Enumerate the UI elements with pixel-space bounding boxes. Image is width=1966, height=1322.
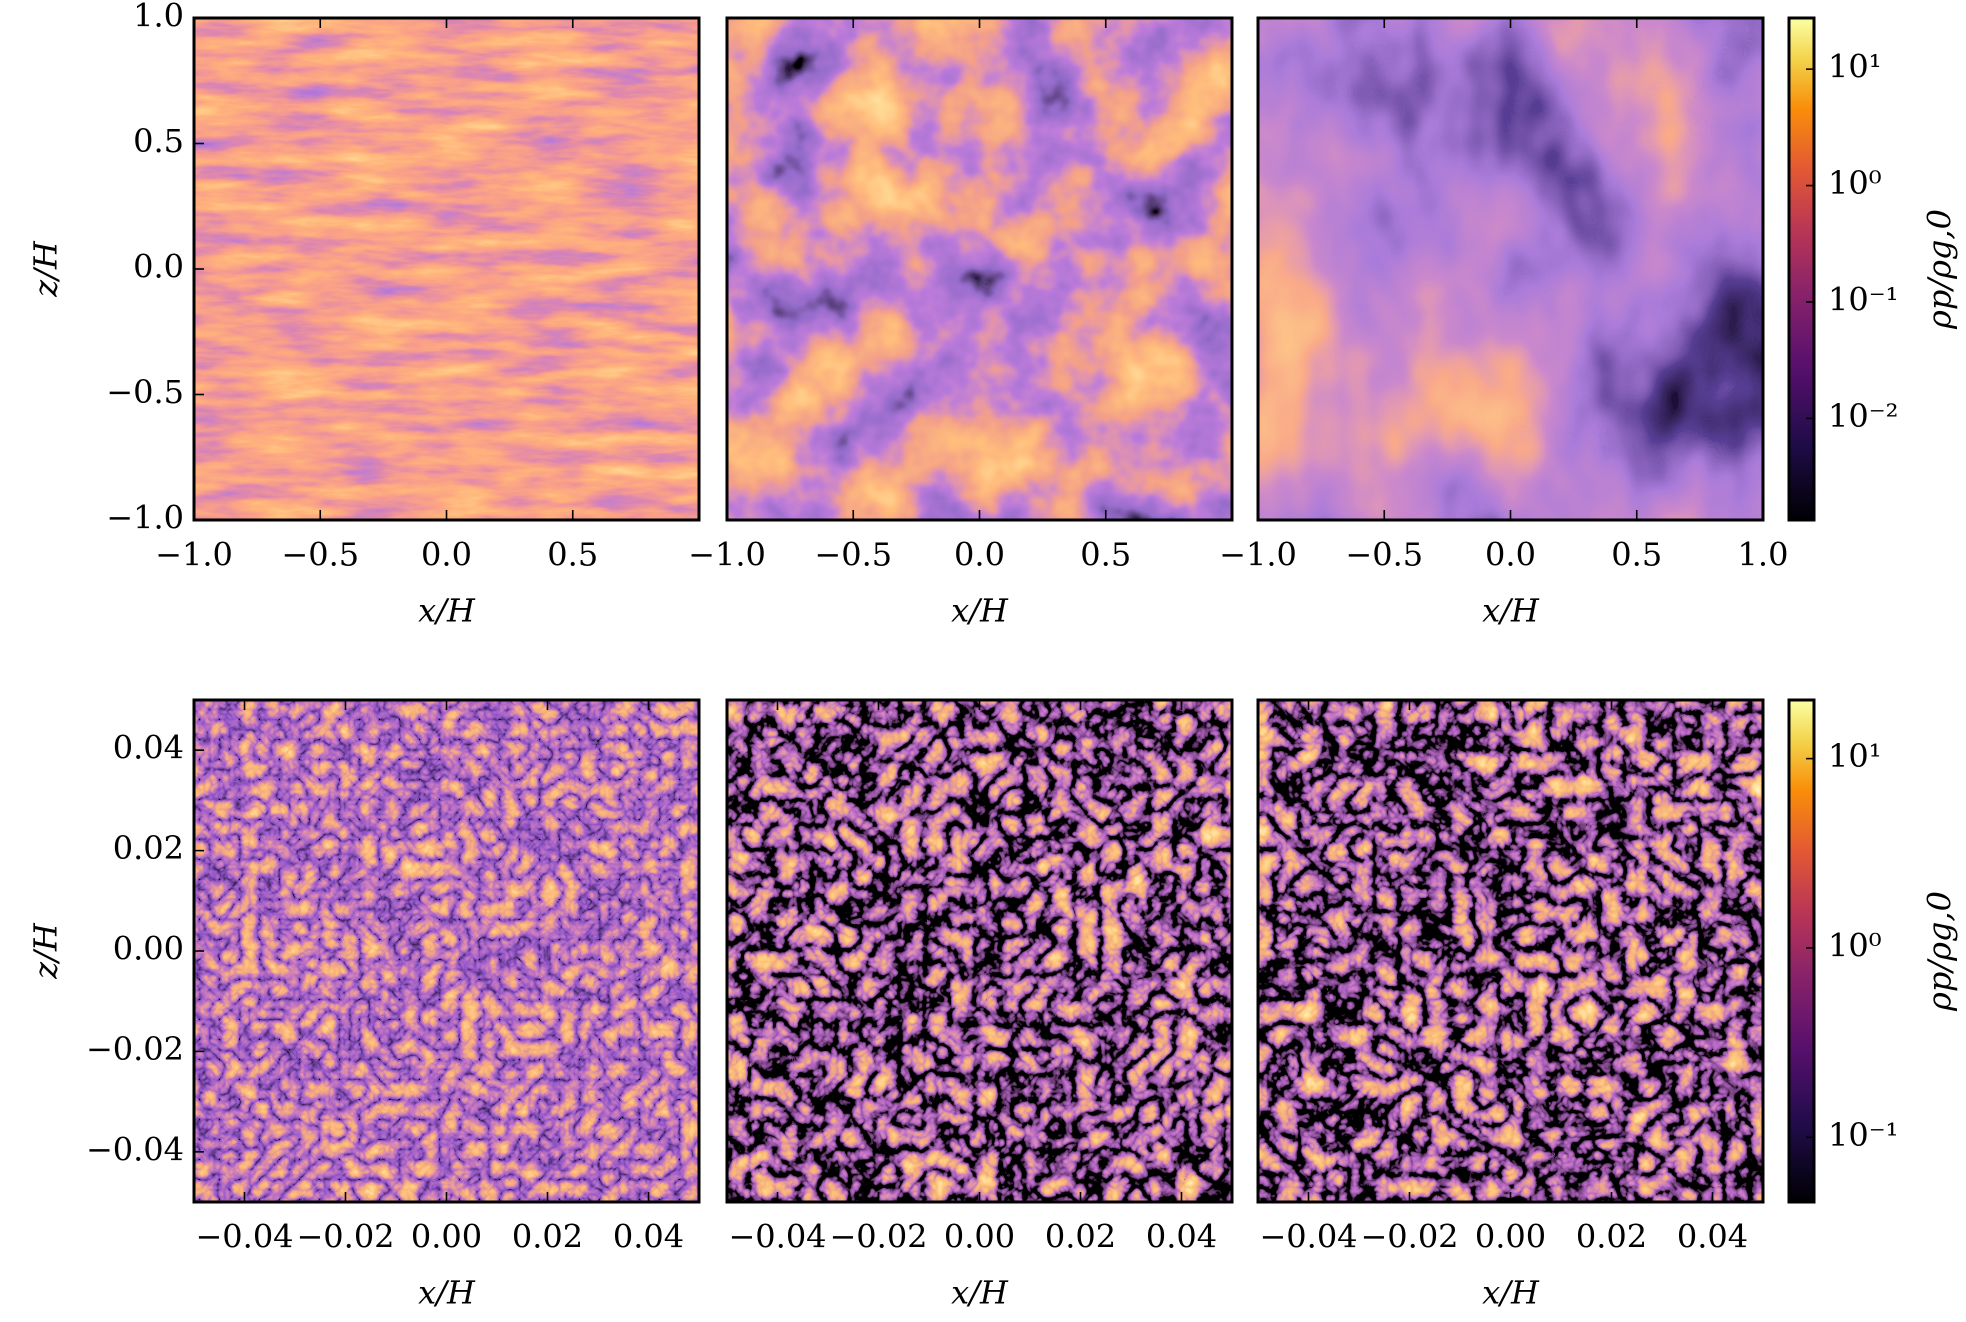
density-map xyxy=(194,18,699,520)
density-map xyxy=(1258,700,1763,1202)
colorbar-tick-label: 10⁰ xyxy=(1828,164,1882,202)
x-tick-label: 0.02 xyxy=(512,1218,583,1256)
x-axis-label: x/H xyxy=(1482,1274,1540,1312)
x-tick-label: 1.0 xyxy=(1738,536,1789,574)
x-tick-label: −1.0 xyxy=(1219,536,1297,574)
colorbar-tick-label: 10⁻² xyxy=(1828,397,1898,435)
x-tick-label: 0.5 xyxy=(1080,536,1131,574)
x-axis-label: x/H xyxy=(418,592,476,630)
x-tick-label: 0.5 xyxy=(1611,536,1662,574)
x-tick-label: 0.04 xyxy=(1146,1218,1217,1256)
colorbar xyxy=(1789,18,1814,520)
density-map xyxy=(1258,18,1763,520)
x-axis-label: x/H xyxy=(951,592,1009,630)
x-tick-label: 0.0 xyxy=(421,536,472,574)
colorbar-tick-label: 10¹ xyxy=(1828,737,1882,775)
x-tick-label: −0.04 xyxy=(728,1218,826,1256)
x-axis-label: x/H xyxy=(1482,592,1540,630)
x-tick-label: −0.04 xyxy=(195,1218,293,1256)
y-tick-label: −1.0 xyxy=(106,499,184,537)
x-tick-label: −0.5 xyxy=(1345,536,1423,574)
x-tick-label: 0.02 xyxy=(1045,1218,1116,1256)
colorbar-label: ρp/ρg,0 xyxy=(1921,209,1959,330)
x-tick-label: −0.5 xyxy=(281,536,359,574)
x-tick-label: 0.5 xyxy=(547,536,598,574)
x-tick-label: 0.00 xyxy=(1475,1218,1546,1256)
x-axis-label: x/H xyxy=(418,1274,476,1312)
x-tick-label: 0.0 xyxy=(1485,536,1536,574)
x-tick-label: −0.02 xyxy=(296,1218,394,1256)
y-tick-label: 0.00 xyxy=(113,930,184,968)
y-axis-label: z/H xyxy=(27,240,65,298)
x-tick-label: −1.0 xyxy=(688,536,766,574)
y-tick-label: −0.02 xyxy=(86,1030,184,1068)
x-tick-label: 0.00 xyxy=(411,1218,482,1256)
x-tick-label: −1.0 xyxy=(155,536,233,574)
x-tick-label: −0.02 xyxy=(829,1218,927,1256)
y-tick-label: 1.0 xyxy=(133,0,184,35)
x-tick-label: 0.04 xyxy=(1677,1218,1748,1256)
x-tick-label: 0.02 xyxy=(1576,1218,1647,1256)
density-map xyxy=(194,700,699,1202)
x-tick-label: 0.00 xyxy=(944,1218,1015,1256)
y-tick-label: −0.5 xyxy=(106,373,184,411)
colorbar-label: ρp/ρg,0 xyxy=(1921,891,1959,1012)
x-tick-label: 0.0 xyxy=(954,536,1005,574)
colorbar-tick-label: 10⁻¹ xyxy=(1828,280,1898,318)
density-map xyxy=(727,700,1232,1202)
colorbar-tick-label: 10⁻¹ xyxy=(1828,1116,1898,1154)
y-tick-label: 0.02 xyxy=(113,829,184,867)
x-axis-label: x/H xyxy=(951,1274,1009,1312)
y-tick-label: 0.0 xyxy=(133,248,184,286)
y-tick-label: 0.5 xyxy=(133,122,184,160)
colorbar-tick-label: 10¹ xyxy=(1828,48,1882,86)
x-tick-label: −0.04 xyxy=(1259,1218,1357,1256)
y-tick-label: 0.04 xyxy=(113,729,184,767)
colorbar-frame xyxy=(1787,698,1816,1204)
colorbar xyxy=(1789,700,1814,1202)
x-tick-label: −0.5 xyxy=(814,536,892,574)
x-tick-label: 0.04 xyxy=(613,1218,684,1256)
y-tick-label: −0.04 xyxy=(86,1130,184,1168)
density-map xyxy=(727,18,1232,520)
x-tick-label: −0.02 xyxy=(1360,1218,1458,1256)
colorbar-frame xyxy=(1787,16,1816,522)
y-axis-label: z/H xyxy=(27,922,65,980)
colorbar-tick-label: 10⁰ xyxy=(1828,926,1882,964)
